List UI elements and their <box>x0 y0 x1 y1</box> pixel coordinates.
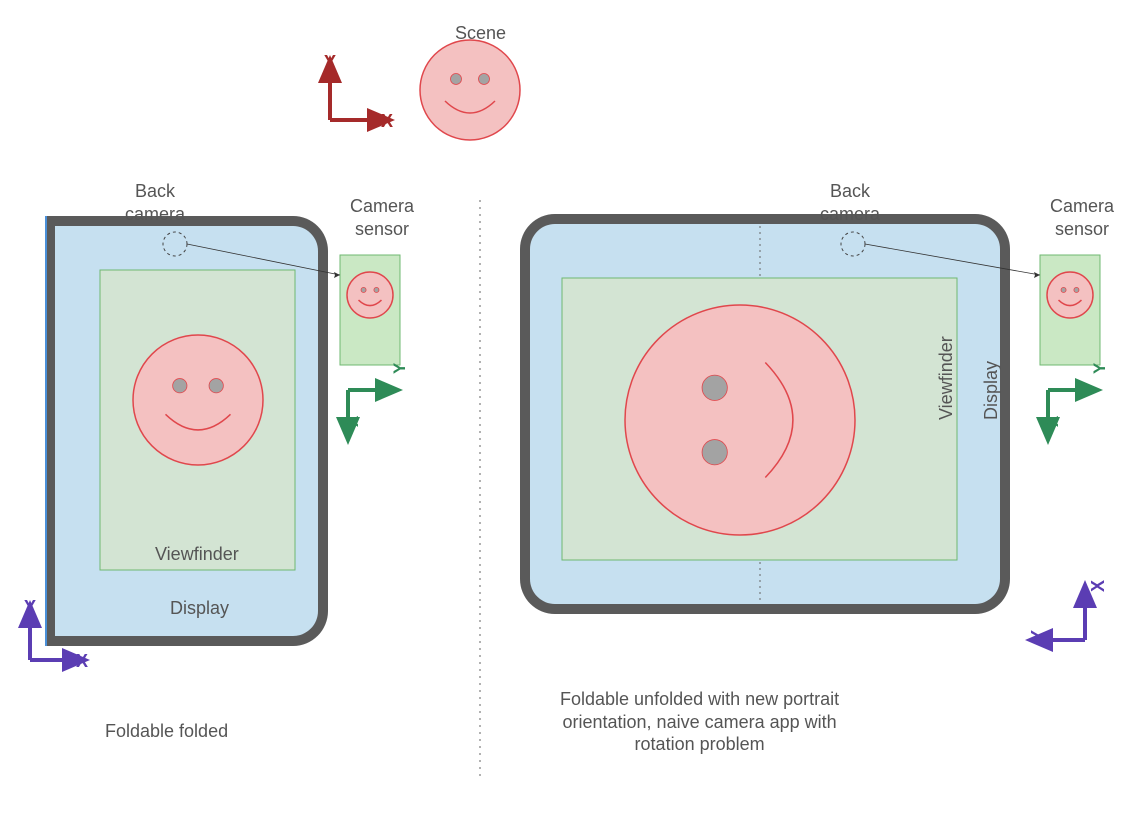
camera-sensor-label-right: Camerasensor <box>1050 195 1114 240</box>
face-icon <box>625 305 855 535</box>
face-icon <box>347 272 393 318</box>
viewfinder-text-right: Viewfinder <box>935 336 958 420</box>
scene-label: Scene <box>455 22 506 45</box>
back-camera-label-right: Backcamera <box>820 180 880 225</box>
label: Y <box>1027 630 1050 642</box>
viewfinder-text-left: Viewfinder <box>155 543 239 566</box>
camera-sensor-label: Camerasensor <box>350 195 414 240</box>
display-text-right: Display <box>980 361 1003 420</box>
label: X <box>381 110 393 133</box>
display-text-left: Display <box>170 597 229 620</box>
face-icon <box>133 335 263 465</box>
label: X <box>342 416 363 427</box>
caption-right: Foldable unfolded with new portraitorien… <box>560 688 839 756</box>
caption-left: Foldable folded <box>105 720 228 743</box>
label: Y <box>24 596 36 619</box>
back-camera-label: Backcamera <box>125 180 185 225</box>
label: Y <box>324 51 336 74</box>
label: X <box>76 650 88 673</box>
label: X <box>1042 416 1063 427</box>
label: X <box>1087 580 1110 592</box>
label: Y <box>389 363 410 374</box>
face-icon <box>1047 272 1093 318</box>
label: Y <box>1089 363 1110 374</box>
face-icon <box>420 40 520 140</box>
